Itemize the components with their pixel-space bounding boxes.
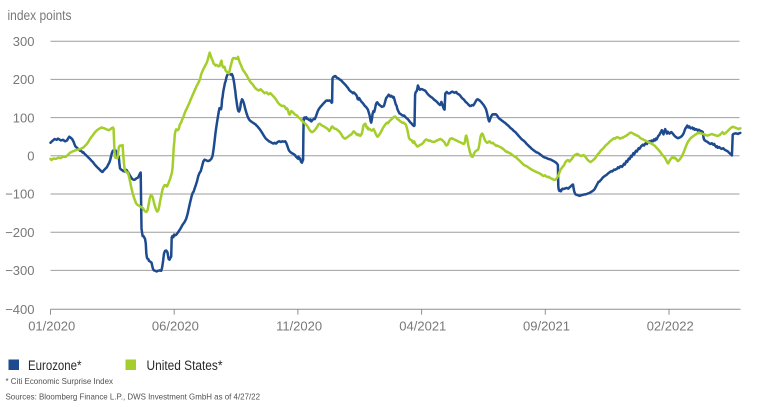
svg-text:* Citi Economic Surprise Index: * Citi Economic Surprise Index: [6, 376, 114, 386]
svg-text:−200: −200: [5, 225, 34, 240]
svg-text:11/2020: 11/2020: [276, 319, 322, 334]
svg-text:200: 200: [13, 72, 35, 87]
svg-text:09/2021: 09/2021: [523, 319, 570, 334]
svg-text:−300: −300: [5, 263, 34, 278]
svg-text:Sources: Bloomberg Finance L.P: Sources: Bloomberg Finance L.P., DWS Inv…: [6, 392, 261, 402]
svg-text:−100: −100: [5, 187, 34, 202]
svg-text:100: 100: [13, 110, 35, 125]
svg-text:02/2022: 02/2022: [647, 319, 694, 334]
svg-text:01/2020: 01/2020: [28, 319, 75, 334]
svg-text:index points: index points: [8, 7, 72, 23]
svg-text:−400: −400: [5, 302, 34, 317]
svg-text:300: 300: [13, 34, 35, 49]
svg-text:06/2020: 06/2020: [152, 319, 199, 334]
svg-text:04/2021: 04/2021: [399, 319, 446, 334]
svg-text:0: 0: [27, 149, 34, 164]
svg-text:United States*: United States*: [147, 358, 224, 373]
svg-text:Eurozone*: Eurozone*: [28, 358, 82, 373]
